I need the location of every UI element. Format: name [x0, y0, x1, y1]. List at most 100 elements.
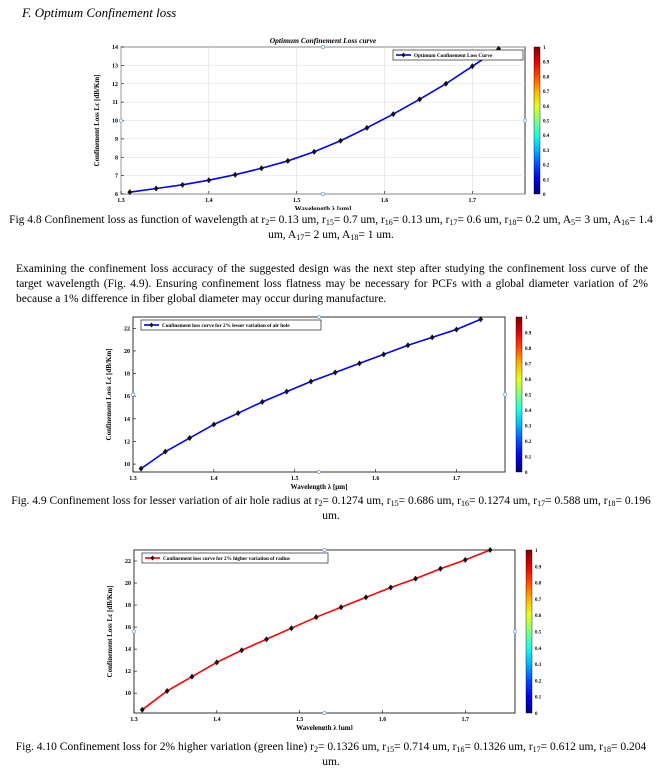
y-axis-label: Confinement Loss Lc [dB/Km] — [105, 349, 113, 441]
legend-label: Optimum Confinement Loss Curve — [414, 53, 493, 59]
data-point — [388, 584, 394, 591]
y-tick-label: 9 — [115, 137, 118, 143]
y-tick-label: 20 — [124, 349, 130, 355]
frame-handle — [523, 118, 527, 123]
data-point — [413, 575, 419, 582]
x-axis-label: Wavelength λ [μm] — [296, 724, 353, 730]
y-axis-label: Confinement Loss Lc [dB/Km] — [93, 75, 101, 167]
colorbar-tick-label: 0.9 — [535, 565, 542, 570]
chart-fig410: 1.3 1.4 1.5 1.6 1.710121416182022Wavelength … — [106, 547, 542, 730]
data-point — [443, 80, 449, 87]
colorbar-tick-label: 0.2 — [525, 440, 532, 445]
colorbar-tick-label: 0.6 — [543, 105, 550, 110]
frame-handle — [322, 548, 327, 552]
x-tick-label: 1.7 — [453, 476, 461, 482]
y-tick-label: 10 — [112, 119, 118, 125]
data-point — [211, 421, 217, 428]
x-tick-label: 1.5 — [293, 198, 301, 204]
y-tick-label: 22 — [125, 559, 131, 565]
colorbar-tick-label: 0.4 — [543, 134, 550, 139]
legend-box — [140, 319, 322, 331]
data-point — [180, 181, 185, 188]
data-point — [438, 565, 443, 572]
y-tick-label: 22 — [124, 326, 130, 332]
y-tick-label: 16 — [125, 625, 131, 631]
section-heading: F. Optimum Confinement loss — [22, 5, 177, 20]
y-tick-label: 6 — [115, 192, 118, 198]
legend-label: Confinement loss curve for 2% higher var… — [163, 556, 290, 562]
y-tick-label: 10 — [124, 462, 130, 468]
x-axis-label: Wavelength λ [μm] — [295, 205, 352, 210]
colorbar-tick-label: 0.7 — [543, 90, 550, 95]
frame-handle — [322, 711, 327, 715]
data-point — [206, 177, 212, 184]
x-tick-label: 1.4 — [210, 476, 218, 482]
data-point — [469, 63, 475, 70]
colorbar-tick-label: 0.5 — [525, 394, 532, 399]
data-point — [164, 687, 170, 694]
x-tick-label: 1.6 — [381, 198, 389, 204]
data-point — [454, 326, 459, 333]
colorbar-tick-label: 0.9 — [543, 61, 550, 66]
colorbar-tick-label: 0.2 — [535, 679, 542, 684]
y-tick-label: 7 — [115, 174, 118, 180]
frame-handle — [119, 118, 123, 123]
data-point — [311, 148, 317, 155]
y-tick-label: 10 — [125, 691, 131, 697]
data-point — [139, 706, 145, 713]
data-point — [332, 369, 338, 376]
data-point — [127, 189, 133, 196]
y-tick-label: 20 — [125, 581, 131, 587]
colorbar-tick-label: 0.8 — [525, 347, 532, 352]
colorbar-tick-label: 0.3 — [543, 149, 550, 154]
x-tick-label: 1.4 — [205, 198, 213, 204]
data-point — [338, 137, 343, 144]
colorbar-tick-label: 0 — [525, 471, 528, 476]
data-point — [338, 604, 344, 611]
x-tick-label: 1.7 — [462, 717, 470, 723]
colorbar-tick-label: 0 — [535, 712, 538, 717]
data-point — [390, 111, 396, 118]
data-point — [138, 465, 144, 472]
caption-fig48: Fig 4.8 Confinement loss as function of … — [9, 214, 653, 242]
data-point — [429, 334, 435, 341]
x-tick-label: 1.3 — [117, 198, 125, 204]
y-tick-label: 11 — [112, 100, 118, 106]
plot-area — [133, 549, 516, 714]
colorbar — [533, 46, 541, 195]
frame-handle — [503, 392, 507, 397]
legend-box — [392, 49, 524, 61]
data-point — [357, 360, 362, 367]
y-tick-label: 8 — [115, 155, 118, 161]
data-point — [363, 594, 369, 601]
data-point — [284, 388, 290, 395]
chart-fig49: 1.3 1.4 1.5 1.6 1.710121416182022Wavelength … — [105, 315, 532, 491]
colorbar-tick-label: 1 — [543, 46, 546, 51]
data-point — [239, 647, 245, 654]
colorbar-tick-label: 1 — [535, 549, 538, 554]
colorbar-tick-label: 0.1 — [525, 456, 532, 461]
y-tick-label: 12 — [112, 82, 118, 88]
data-point — [214, 659, 220, 666]
colorbar-tick-label: 0.5 — [543, 120, 550, 125]
legend: Confinement loss curve for 2% higher var… — [141, 552, 329, 564]
data-point — [462, 556, 468, 563]
colorbar-tick-label: 0.4 — [535, 647, 542, 652]
colorbar-tick-label: 1 — [525, 316, 528, 321]
frame-handle — [317, 315, 321, 319]
colorbar-tick-label: 0.6 — [535, 614, 542, 619]
x-tick-label: 1.7 — [469, 198, 477, 204]
legend: Confinement loss curve for 2% lesser var… — [140, 319, 322, 331]
y-tick-label: 14 — [112, 45, 118, 51]
data-point — [162, 448, 168, 455]
colorbar-tick-label: 0.1 — [535, 696, 542, 701]
colorbar-tick-label: 0.3 — [535, 663, 542, 668]
frame-handle — [132, 629, 136, 634]
legend-label: Confinement loss curve for 2% lesser var… — [162, 323, 290, 329]
colorbar-tick-label: 0.8 — [535, 582, 542, 587]
x-tick-label: 1.5 — [291, 476, 299, 482]
frame-handle — [131, 392, 135, 397]
y-tick-label: 16 — [124, 394, 130, 400]
data-point — [285, 157, 291, 164]
legend-box — [141, 552, 329, 564]
